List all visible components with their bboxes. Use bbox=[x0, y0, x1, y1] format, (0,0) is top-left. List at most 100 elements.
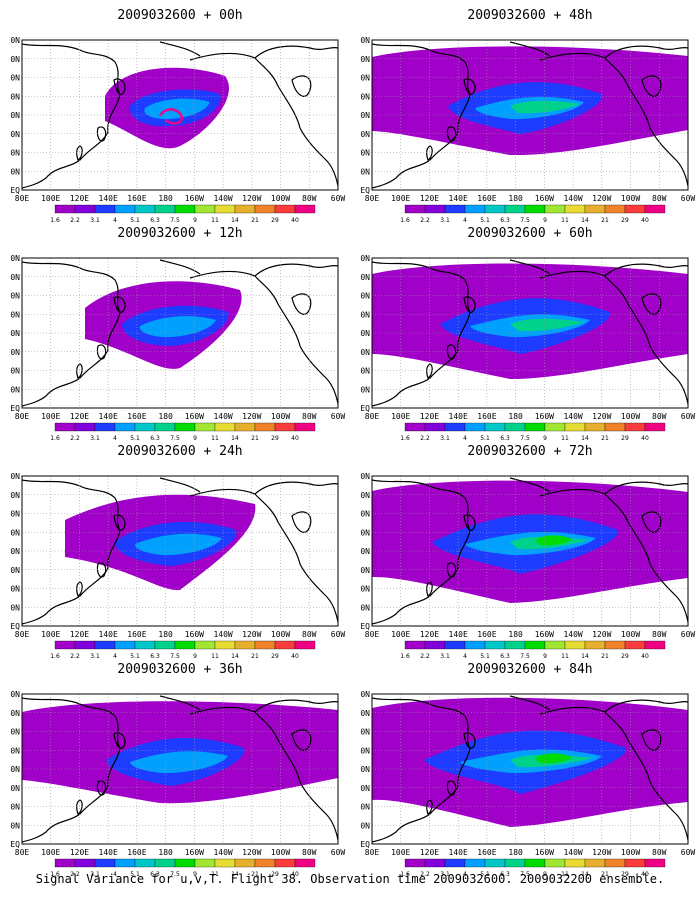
longitude-label: 120E bbox=[70, 194, 89, 203]
longitude-label: 120W bbox=[242, 848, 261, 857]
colorbar-swatch bbox=[484, 422, 506, 432]
longitude-label: 120W bbox=[592, 412, 611, 421]
longitude-label: 140W bbox=[563, 630, 582, 639]
panel-title: 2009032600 + 84h bbox=[467, 662, 593, 677]
latitude-label: 50N bbox=[10, 528, 20, 537]
colorbar-label: 6.3 bbox=[150, 217, 160, 224]
coastline bbox=[539, 706, 688, 841]
coastline bbox=[604, 263, 688, 277]
latitude-label: 20N bbox=[360, 585, 370, 594]
latitude-label: 30N bbox=[360, 130, 370, 139]
colorbar-label: 7.5 bbox=[170, 217, 180, 224]
coastline bbox=[463, 296, 476, 313]
longitude-label: 160E bbox=[127, 630, 146, 639]
coastline bbox=[446, 126, 457, 142]
longitude-label: 180 bbox=[158, 194, 173, 203]
colorbar-swatch bbox=[404, 858, 426, 868]
colorbar: 1.6 2.2 3.1 4 5.1 6.3 7.5 9 11 14 21 29 40 bbox=[50, 422, 316, 442]
colorbar-swatch bbox=[604, 204, 626, 214]
colorbar-swatch bbox=[584, 640, 606, 650]
colorbar-swatch bbox=[504, 640, 526, 650]
coastline bbox=[446, 562, 457, 578]
latitude-label: 50N bbox=[10, 746, 20, 755]
longitude-label: 160E bbox=[127, 848, 146, 857]
colorbar-label: 29 bbox=[621, 435, 629, 442]
panel-title: 2009032600 + 72h bbox=[467, 444, 593, 459]
longitude-label: 120W bbox=[242, 194, 261, 203]
colorbar-swatch bbox=[74, 858, 96, 868]
map-frame bbox=[21, 39, 339, 191]
colorbar-label: 5.1 bbox=[480, 653, 490, 660]
longitude-label: 80E bbox=[15, 848, 30, 857]
latitude-label: 40N bbox=[10, 547, 20, 556]
colorbar-label: 2.2 bbox=[420, 435, 430, 442]
colorbar-label: 21 bbox=[251, 871, 259, 878]
coastline bbox=[539, 270, 688, 405]
colorbar-swatch bbox=[424, 422, 446, 432]
coastline bbox=[372, 479, 471, 625]
coastline bbox=[426, 363, 433, 379]
colorbar-swatch bbox=[604, 858, 626, 868]
latitude-label: 10N bbox=[360, 821, 370, 830]
colorbar-swatch bbox=[444, 858, 466, 868]
colorbar-label: 14 bbox=[581, 435, 589, 442]
longitude-label: 100W bbox=[621, 194, 640, 203]
latitude-label: 80N bbox=[360, 472, 370, 481]
coastline bbox=[22, 261, 121, 407]
latitude-label: 30N bbox=[360, 566, 370, 575]
colorbar-label: 7.5 bbox=[170, 435, 180, 442]
colorbar-label: 3.1 bbox=[90, 217, 100, 224]
colorbar-swatch bbox=[624, 422, 646, 432]
colorbar-label: 3.1 bbox=[440, 653, 450, 660]
longitude-label: 180 bbox=[158, 412, 173, 421]
longitude-label: 160W bbox=[535, 630, 554, 639]
colorbar-swatch bbox=[274, 422, 296, 432]
colorbar-label: 6.3 bbox=[150, 435, 160, 442]
colorbar-swatch bbox=[134, 640, 156, 650]
colorbar-swatch bbox=[54, 204, 76, 214]
colorbar-label: 5.1 bbox=[480, 435, 490, 442]
colorbar-label: 11 bbox=[561, 435, 569, 442]
panel-title: 2009032600 + 36h bbox=[117, 662, 243, 677]
latitude-label: 60N bbox=[360, 728, 370, 737]
colorbar-label: 11 bbox=[211, 653, 219, 660]
colorbar-swatch bbox=[544, 204, 566, 214]
colorbar-swatch bbox=[54, 858, 76, 868]
latitude-label: EQ bbox=[360, 186, 370, 195]
longitude-label: 100E bbox=[391, 412, 410, 421]
longitude-label: 80E bbox=[365, 848, 380, 857]
latitude-label: 70N bbox=[10, 55, 20, 64]
longitude-label: 120W bbox=[242, 630, 261, 639]
latitude-label: 20N bbox=[10, 367, 20, 376]
colorbar-swatch bbox=[114, 422, 136, 432]
colorbar-swatch bbox=[174, 204, 196, 214]
colorbar-label: 40 bbox=[291, 871, 299, 878]
colorbar-label: 1.6 bbox=[50, 653, 60, 660]
colorbar-label: 14 bbox=[581, 217, 589, 224]
colorbar-swatch bbox=[254, 422, 276, 432]
longitude-label: 140E bbox=[99, 412, 118, 421]
longitude-label: 160W bbox=[185, 412, 204, 421]
colorbar-swatch bbox=[464, 640, 486, 650]
colorbar-swatch bbox=[544, 858, 566, 868]
colorbar-label: 29 bbox=[271, 653, 279, 660]
latitude-label: 60N bbox=[360, 292, 370, 301]
colorbar-label: 3.1 bbox=[440, 435, 450, 442]
colorbar-swatch bbox=[294, 640, 316, 650]
longitude-label: 80W bbox=[652, 412, 667, 421]
longitude-label: 100E bbox=[391, 630, 410, 639]
latitude-label: 10N bbox=[360, 167, 370, 176]
colorbar-label: 40 bbox=[641, 653, 649, 660]
colorbar-label: 9 bbox=[193, 871, 197, 878]
colorbar-label: 14 bbox=[231, 435, 239, 442]
longitude-label: 100W bbox=[271, 848, 290, 857]
colorbar-swatch bbox=[464, 204, 486, 214]
coastline bbox=[96, 126, 107, 142]
colorbar-swatch bbox=[584, 858, 606, 868]
colorbar-label: 1.6 bbox=[400, 435, 410, 442]
coastline bbox=[426, 145, 433, 161]
latitude-label: 40N bbox=[360, 765, 370, 774]
